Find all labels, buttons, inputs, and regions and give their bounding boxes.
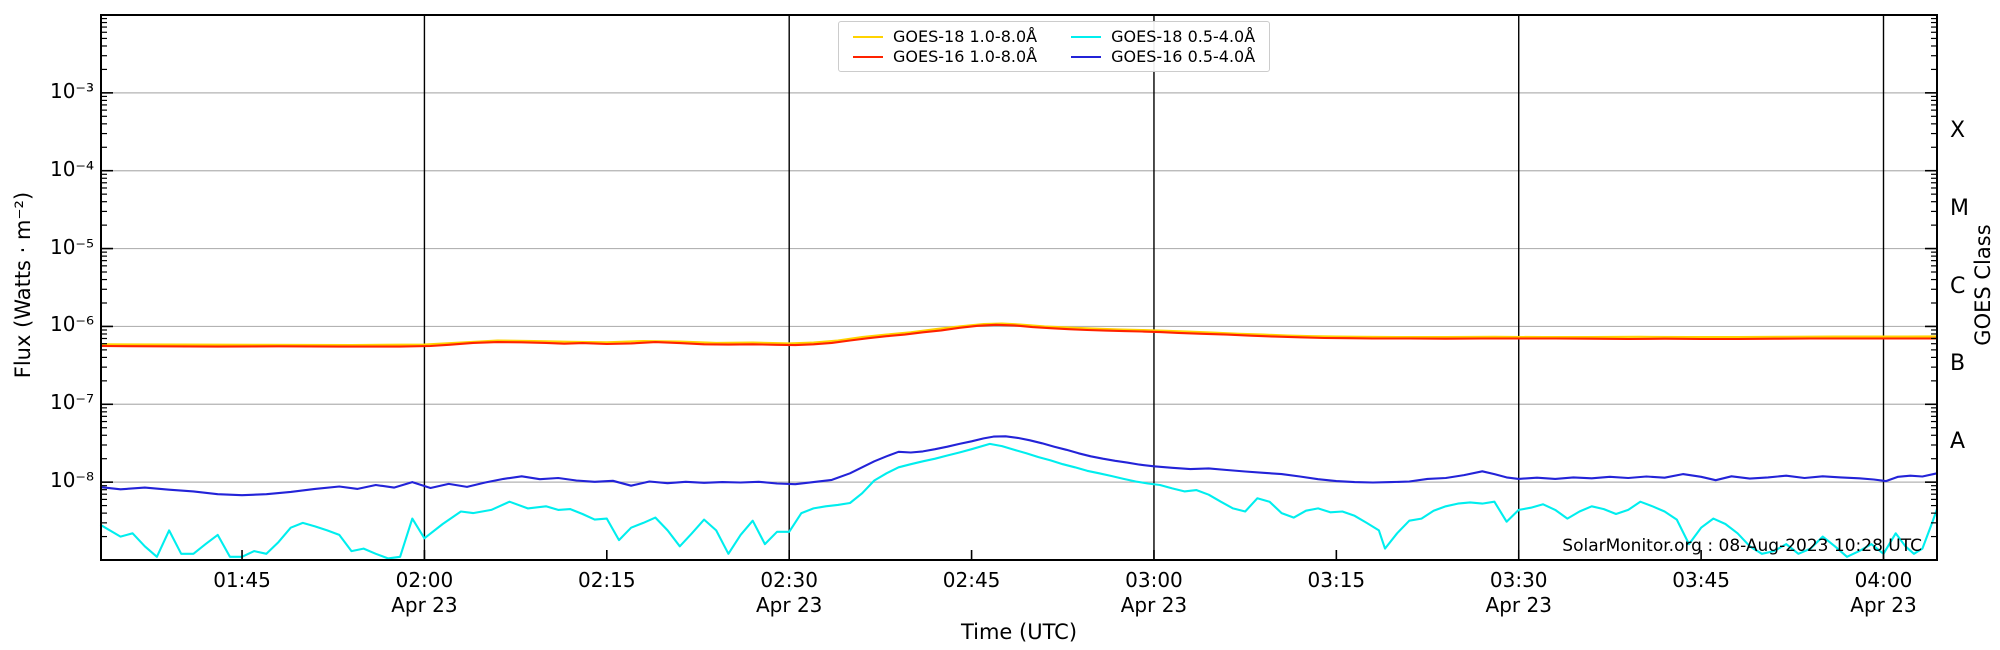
plot-frame (100, 14, 1938, 561)
x-axis-tick-label: 03:00 (1125, 568, 1183, 592)
series-line-goes18_long (99, 322, 1939, 347)
legend-swatch-goes18_short (1071, 35, 1102, 38)
series-line-goes16_long (99, 323, 1939, 348)
legend-entry: GOES-18 0.5-4.0Å (1071, 27, 1255, 46)
goes-class-letter: M (1950, 195, 1969, 221)
x-axis-date-label: Apr 23 (755, 593, 823, 617)
goes-class-letter: C (1950, 273, 1966, 299)
legend: GOES-18 1.0-8.0Å GOES-16 1.0-8.0Å GOES-18 … (838, 21, 1271, 72)
x-axis-tick-label: 02:15 (577, 568, 636, 592)
watermark-text: SolarMonitor.org : 08-Aug-2023 10:28 UTC (1562, 536, 1922, 556)
legend-label: GOES-18 1.0-8.0Å (893, 27, 1038, 46)
y-axis-title-right: GOES Class (1970, 224, 1995, 346)
legend-entry: GOES-18 1.0-8.0Å (853, 27, 1037, 46)
x-axis-title: Time (UTC) (960, 620, 1078, 644)
goes-class-letter: X (1950, 117, 1966, 143)
x-axis-date-label: Apr 23 (1120, 593, 1188, 617)
legend-label: GOES-16 0.5-4.0Å (1111, 47, 1256, 66)
legend-entry: GOES-16 1.0-8.0Å (853, 47, 1037, 66)
goes-class-letter: A (1950, 429, 1966, 455)
goes-class-letter: B (1950, 351, 1966, 377)
y-axis-tick-label: 10⁻⁷ (49, 390, 94, 415)
y-axis-title-left: Flux (Watts · m⁻²) (10, 191, 35, 379)
x-axis-tick-label: 03:30 (1489, 568, 1548, 592)
y-axis-tick-label: 10⁻³ (49, 78, 94, 103)
legend-label: GOES-16 1.0-8.0Å (893, 47, 1038, 66)
series-line-goes18_short (99, 442, 1939, 560)
legend-label: GOES-18 0.5-4.0Å (1111, 27, 1256, 46)
x-axis-date-label: Apr 23 (391, 593, 458, 617)
x-axis-tick-label: 02:00 (395, 568, 454, 592)
x-axis-tick-label: 03:45 (1672, 568, 1730, 592)
x-axis-tick-label: 02:30 (760, 568, 818, 592)
legend-swatch-goes16_long (853, 55, 883, 58)
y-axis-tick-label: 10⁻⁸ (49, 468, 94, 493)
legend-swatch-goes18_long (853, 35, 883, 38)
x-axis-tick-label: 04:00 (1854, 568, 1913, 592)
y-axis-tick-label: 10⁻⁵ (49, 234, 94, 259)
x-axis-tick-label: 02:45 (942, 568, 1001, 592)
y-axis-tick-label: 10⁻⁶ (49, 312, 94, 337)
x-axis-date-label: Apr 23 (1485, 593, 1552, 617)
series-line-goes16_short (99, 435, 1939, 497)
x-axis-date-label: Apr 23 (1850, 593, 1917, 617)
y-axis-tick-label: 10⁻⁴ (49, 156, 94, 181)
x-axis-tick-label: 01:45 (213, 568, 271, 592)
legend-swatch-goes16_short (1071, 55, 1102, 58)
legend-entry: GOES-16 0.5-4.0Å (1071, 47, 1255, 66)
x-axis-tick-label: 03:15 (1307, 568, 1366, 592)
